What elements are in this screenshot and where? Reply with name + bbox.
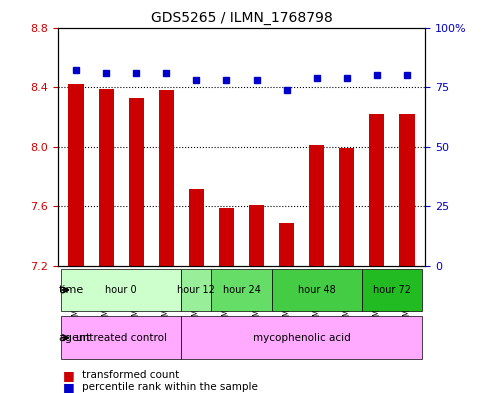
Bar bbox=[309, 145, 324, 266]
Text: untreated control: untreated control bbox=[76, 333, 167, 343]
FancyBboxPatch shape bbox=[181, 316, 422, 359]
Text: ■: ■ bbox=[63, 380, 74, 393]
Bar bbox=[99, 89, 114, 266]
Text: hour 12: hour 12 bbox=[177, 285, 215, 295]
Text: mycophenolic acid: mycophenolic acid bbox=[253, 333, 351, 343]
Text: time: time bbox=[58, 285, 84, 295]
FancyBboxPatch shape bbox=[61, 268, 181, 311]
Bar bbox=[189, 189, 204, 266]
Bar bbox=[69, 84, 84, 266]
FancyBboxPatch shape bbox=[61, 316, 181, 359]
Bar bbox=[369, 114, 384, 266]
Text: agent: agent bbox=[58, 333, 91, 343]
Bar bbox=[249, 205, 264, 266]
Text: hour 0: hour 0 bbox=[105, 285, 137, 295]
Text: percentile rank within the sample: percentile rank within the sample bbox=[82, 382, 258, 392]
FancyBboxPatch shape bbox=[362, 268, 422, 311]
Text: ■: ■ bbox=[63, 369, 74, 382]
Bar bbox=[279, 223, 294, 266]
FancyBboxPatch shape bbox=[271, 268, 362, 311]
FancyBboxPatch shape bbox=[181, 268, 212, 311]
Bar bbox=[399, 114, 414, 266]
Text: hour 72: hour 72 bbox=[373, 285, 411, 295]
Title: GDS5265 / ILMN_1768798: GDS5265 / ILMN_1768798 bbox=[151, 11, 332, 25]
Bar bbox=[128, 97, 144, 266]
FancyBboxPatch shape bbox=[212, 268, 271, 311]
Text: transformed count: transformed count bbox=[82, 370, 179, 380]
Bar bbox=[159, 90, 174, 266]
Bar bbox=[219, 208, 234, 266]
Text: hour 24: hour 24 bbox=[223, 285, 260, 295]
Bar bbox=[339, 148, 355, 266]
Text: hour 48: hour 48 bbox=[298, 285, 336, 295]
